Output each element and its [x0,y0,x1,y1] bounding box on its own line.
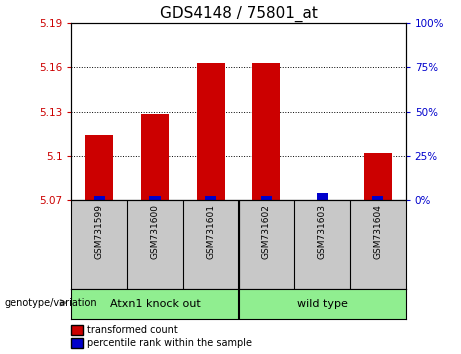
Bar [372,196,384,200]
Bar [197,63,225,200]
Text: GSM731601: GSM731601 [206,205,215,259]
Text: Atxn1 knock out: Atxn1 knock out [110,298,201,309]
Bar [85,135,113,200]
Bar [364,153,392,200]
Text: GSM731604: GSM731604 [373,205,382,259]
Text: wild type: wild type [297,298,348,309]
Bar [261,196,272,200]
Text: percentile rank within the sample: percentile rank within the sample [87,338,252,348]
Bar [317,193,328,200]
Text: GSM731600: GSM731600 [150,205,160,259]
Bar [94,196,105,200]
Bar [149,196,160,200]
Text: GSM731602: GSM731602 [262,205,271,259]
Text: genotype/variation: genotype/variation [5,298,97,308]
Bar [253,63,280,200]
Bar [205,196,216,200]
Text: GSM731603: GSM731603 [318,205,327,259]
Title: GDS4148 / 75801_at: GDS4148 / 75801_at [160,5,318,22]
Text: transformed count: transformed count [87,325,177,335]
Text: GSM731599: GSM731599 [95,205,104,259]
Bar [141,114,169,200]
